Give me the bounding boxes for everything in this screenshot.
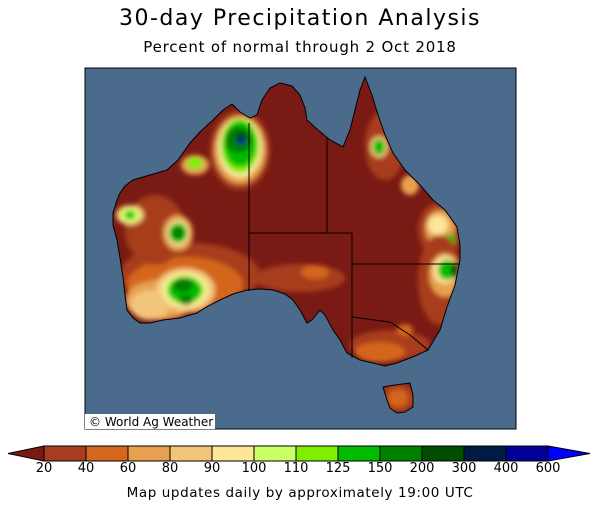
copyright-label: © World Ag Weather <box>89 415 213 429</box>
legend-swatch <box>85 445 129 462</box>
australia-coastline <box>112 75 461 367</box>
legend-under-triangle <box>7 445 45 462</box>
legend-tick-label: 125 <box>325 461 351 476</box>
legend-over-triangle <box>547 445 591 462</box>
precip-anomaly-region <box>397 324 413 336</box>
legend-swatch <box>169 445 213 462</box>
legend-swatch <box>421 445 465 462</box>
legend-tick-label: 80 <box>161 461 179 476</box>
precip-anomaly-region <box>179 295 193 305</box>
precip-anomaly-region <box>428 215 448 235</box>
precip-anomaly-region <box>173 278 193 292</box>
legend-tick-label: 400 <box>493 461 519 476</box>
precipitation-map: © World Ag Weather <box>84 67 517 430</box>
map-subtitle: Percent of normal through 2 Oct 2018 <box>143 38 457 56</box>
legend-tick-label: 20 <box>35 461 53 476</box>
precip-anomaly-region <box>255 264 345 292</box>
state-borders <box>248 123 460 358</box>
precip-anomaly-region <box>438 260 456 280</box>
legend-swatch <box>253 445 297 462</box>
map-frame <box>84 67 517 430</box>
precip-anomaly-region <box>125 211 135 219</box>
legend-swatch <box>505 445 549 462</box>
legend-tick-label: 200 <box>409 461 435 476</box>
legend-swatch <box>211 445 255 462</box>
precip-anomaly-region <box>301 265 329 279</box>
precip-anomaly-region <box>373 139 385 155</box>
tasmania-coastline <box>382 382 414 414</box>
legend-tick-label: 60 <box>119 461 137 476</box>
color-legend <box>7 445 591 462</box>
update-note: Map updates daily by approximately 19:00… <box>126 485 474 501</box>
precip-anomaly-region <box>237 138 245 144</box>
copyright-box <box>85 414 215 429</box>
legend-swatch <box>463 445 507 462</box>
legend-tick-label: 110 <box>283 461 309 476</box>
legend-swatch <box>379 445 423 462</box>
legend-swatch <box>337 445 381 462</box>
legend-tick-label: 90 <box>203 461 221 476</box>
legend-tick-label: 150 <box>367 461 393 476</box>
border-nsw-vic <box>351 316 429 351</box>
precip-anomaly-region <box>172 227 184 239</box>
legend-swatch <box>127 445 171 462</box>
legend-tick-label: 300 <box>451 461 477 476</box>
precip-anomaly-region <box>388 389 408 407</box>
precip-anomaly-region <box>187 157 203 169</box>
legend-tick-label: 600 <box>535 461 561 476</box>
legend-swatch <box>43 445 87 462</box>
precip-anomaly-region <box>355 342 405 362</box>
legend-tick-label: 100 <box>241 461 267 476</box>
legend-tick-label: 40 <box>77 461 95 476</box>
map-title: 30-day Precipitation Analysis <box>118 6 482 31</box>
legend-swatch <box>295 445 339 462</box>
